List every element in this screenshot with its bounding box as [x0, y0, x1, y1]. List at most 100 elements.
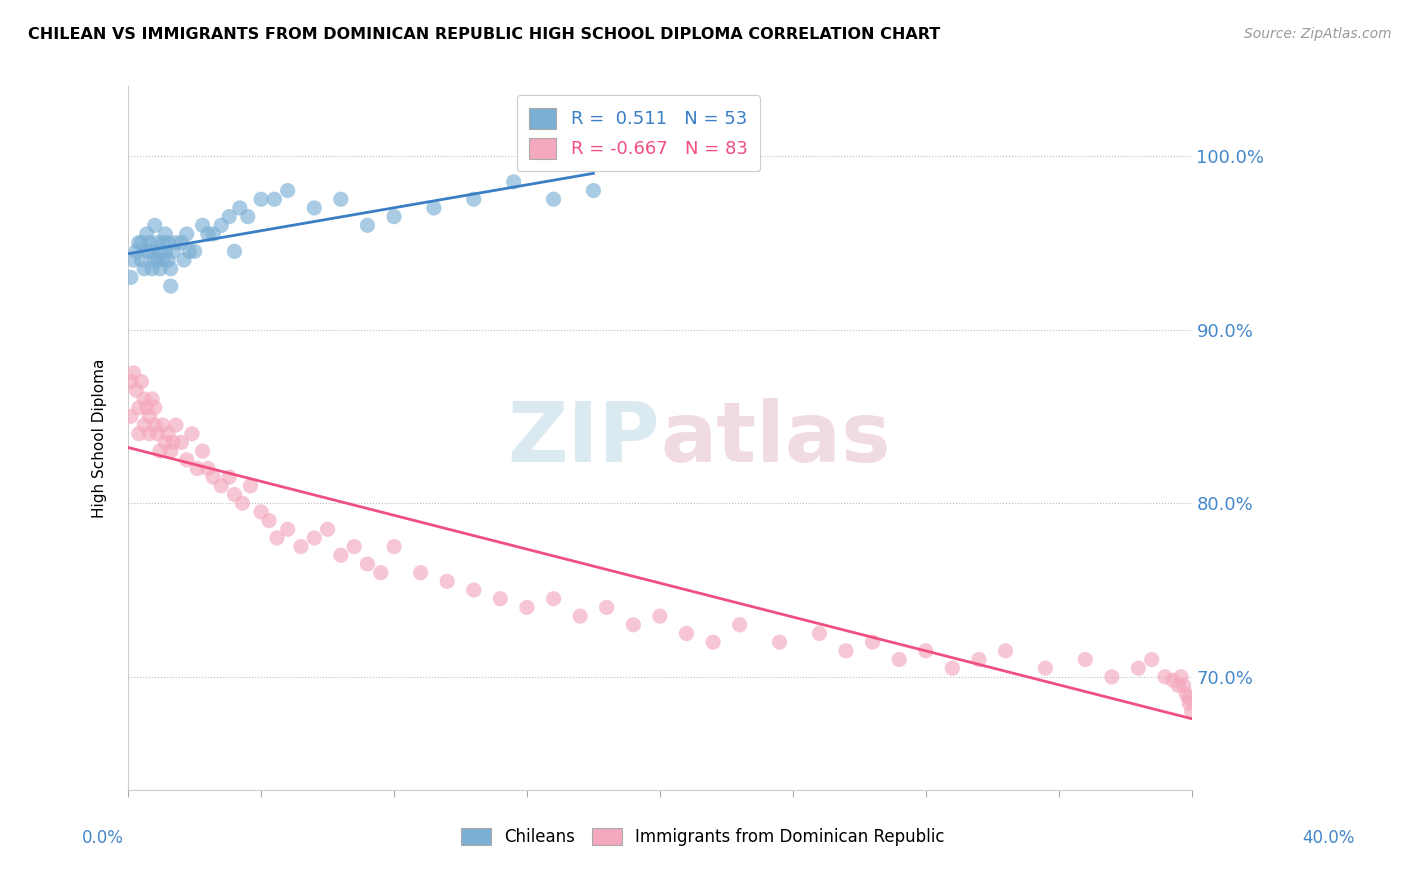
Point: [290, 540, 312, 554]
Point: [138, 409, 160, 424]
Point: [463, 582, 485, 597]
Point: [135, 244, 157, 259]
Point: [146, 426, 169, 441]
Point: [197, 227, 219, 241]
Point: [236, 210, 259, 224]
Point: [239, 479, 262, 493]
Point: [159, 261, 181, 276]
Point: [143, 219, 166, 233]
Point: [146, 253, 169, 268]
Point: [179, 244, 201, 259]
Point: [143, 253, 166, 268]
Point: [202, 470, 225, 484]
Point: [218, 470, 240, 484]
Point: [224, 244, 246, 259]
Point: [582, 184, 605, 198]
Point: [543, 192, 565, 206]
Y-axis label: High School Diploma: High School Diploma: [93, 359, 107, 517]
Point: [120, 375, 142, 389]
Point: [569, 609, 592, 624]
Point: [1178, 696, 1201, 710]
Point: [120, 409, 142, 424]
Point: [304, 201, 326, 215]
Legend: Chileans, Immigrants from Dominican Republic: Chileans, Immigrants from Dominican Repu…: [454, 821, 952, 853]
Point: [157, 253, 180, 268]
Point: [1154, 670, 1177, 684]
Point: [768, 635, 790, 649]
Point: [1035, 661, 1057, 675]
Point: [128, 235, 150, 250]
Point: [176, 452, 198, 467]
Point: [186, 461, 208, 475]
Point: [489, 591, 512, 606]
Point: [159, 279, 181, 293]
Point: [409, 566, 432, 580]
Point: [382, 210, 405, 224]
Point: [356, 219, 378, 233]
Point: [197, 461, 219, 475]
Point: [543, 591, 565, 606]
Point: [1074, 652, 1097, 666]
Point: [702, 635, 724, 649]
Text: ZIP: ZIP: [508, 398, 659, 479]
Point: [141, 244, 163, 259]
Point: [132, 418, 155, 433]
Point: [862, 635, 884, 649]
Point: [1178, 690, 1201, 705]
Point: [266, 531, 288, 545]
Text: 40.0%: 40.0%: [1302, 829, 1355, 847]
Point: [141, 261, 163, 276]
Point: [125, 384, 148, 398]
Point: [596, 600, 619, 615]
Point: [1101, 670, 1123, 684]
Point: [165, 418, 187, 433]
Point: [621, 617, 644, 632]
Point: [277, 522, 299, 536]
Point: [343, 540, 366, 554]
Point: [152, 253, 174, 268]
Point: [1140, 652, 1163, 666]
Point: [231, 496, 253, 510]
Point: [502, 175, 524, 189]
Text: 0.0%: 0.0%: [82, 829, 124, 847]
Point: [209, 479, 232, 493]
Text: CHILEAN VS IMMIGRANTS FROM DOMINICAN REPUBLIC HIGH SCHOOL DIPLOMA CORRELATION CH: CHILEAN VS IMMIGRANTS FROM DOMINICAN REP…: [28, 27, 941, 42]
Point: [1128, 661, 1150, 675]
Point: [808, 626, 831, 640]
Point: [257, 514, 280, 528]
Point: [135, 227, 157, 241]
Point: [329, 549, 352, 563]
Point: [277, 184, 299, 198]
Point: [143, 418, 166, 433]
Point: [138, 235, 160, 250]
Point: [173, 253, 195, 268]
Point: [423, 201, 446, 215]
Point: [382, 540, 405, 554]
Point: [125, 244, 148, 259]
Point: [209, 219, 232, 233]
Point: [152, 418, 174, 433]
Point: [155, 244, 177, 259]
Point: [149, 261, 172, 276]
Point: [141, 392, 163, 406]
Point: [132, 392, 155, 406]
Point: [157, 426, 180, 441]
Point: [224, 487, 246, 501]
Point: [516, 600, 538, 615]
Point: [250, 505, 273, 519]
Point: [132, 261, 155, 276]
Point: [316, 522, 339, 536]
Point: [176, 227, 198, 241]
Point: [135, 401, 157, 415]
Point: [162, 244, 184, 259]
Point: [1181, 705, 1204, 719]
Point: [202, 227, 225, 241]
Point: [146, 235, 169, 250]
Point: [191, 219, 214, 233]
Point: [157, 235, 180, 250]
Point: [122, 366, 145, 380]
Point: [131, 375, 153, 389]
Point: [356, 557, 378, 571]
Point: [675, 626, 697, 640]
Point: [183, 244, 205, 259]
